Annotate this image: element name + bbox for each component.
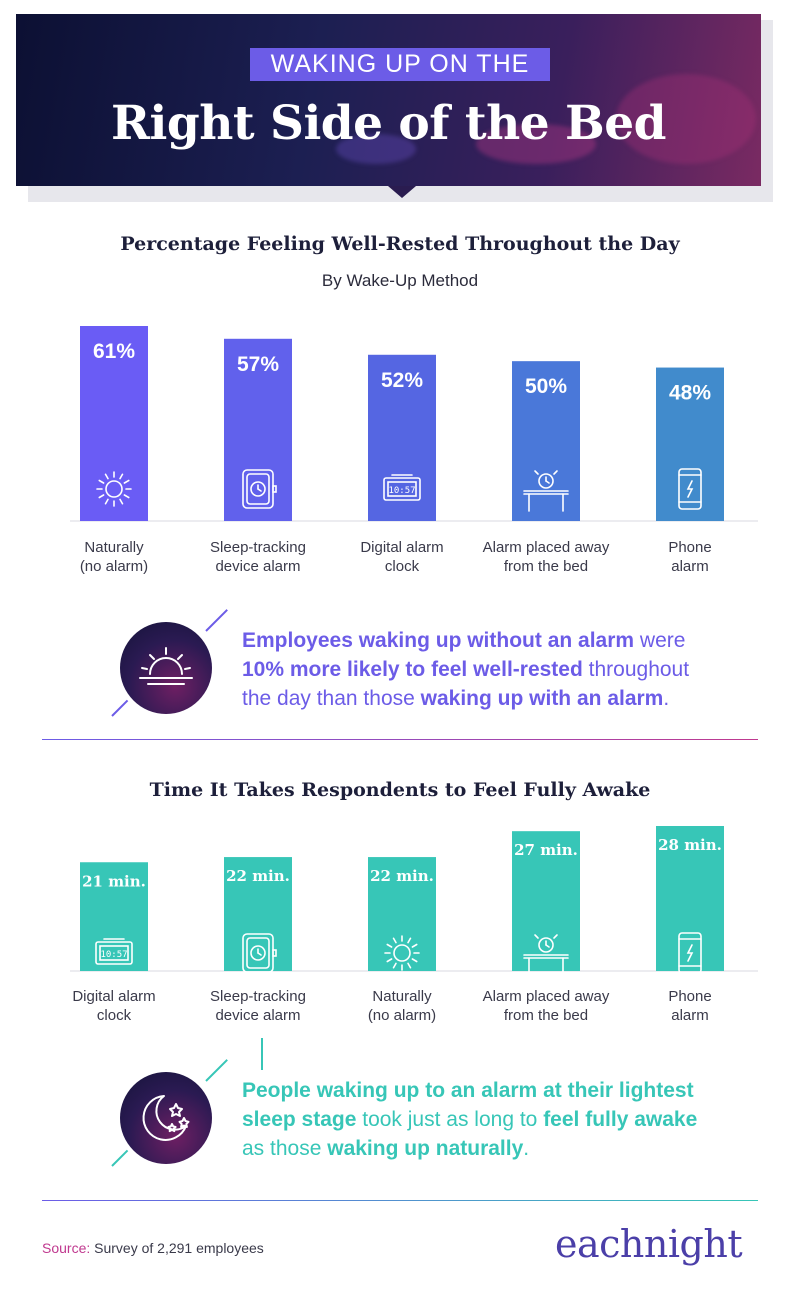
callout1-highlight: Employees waking up without an alarm: [242, 629, 635, 652]
bar: [656, 826, 724, 971]
callout2-highlight: People waking up to an alarm at their li…: [242, 1079, 694, 1131]
callout1-span: .: [663, 687, 670, 710]
bar-value-label: 27 min.: [514, 841, 578, 859]
bar-value-label: 50%: [525, 375, 567, 398]
bar-group: 21 min. 10:57: [80, 862, 148, 971]
alarm-table-icon: [523, 470, 569, 512]
bar: [512, 831, 580, 971]
callout2-pointer: [261, 1038, 263, 1070]
header-banner: [16, 14, 761, 186]
category-label: Digital alarm clock: [360, 539, 444, 575]
bar-group: 27 min.: [512, 831, 580, 976]
category-label: Sleep-tracking device alarm: [210, 988, 306, 1024]
category-label: Phone alarm: [668, 539, 712, 575]
phone-icon: [678, 468, 702, 510]
bar-value-label: 52%: [381, 369, 423, 392]
bar-value-label: 21 min.: [82, 872, 146, 890]
category-label: Alarm placed away from the bed: [482, 988, 610, 1024]
bar-value-label: 28 min.: [658, 836, 722, 854]
chart1-title: Percentage Feeling Well-Rested Throughou…: [120, 233, 680, 255]
bar-value-label: 22 min.: [226, 867, 290, 885]
callout1-span: were: [634, 629, 686, 652]
bar-group: 48%: [656, 367, 724, 521]
bar: [656, 367, 724, 521]
source-text: Survey of 2,291 employees: [90, 1240, 264, 1256]
chart2-plot: 21 min. 10:57 22 min. 22 min. 27 min. 28 min.: [70, 826, 758, 976]
header-kicker: WAKING UP ON THE: [250, 48, 550, 81]
sun-icon: [96, 471, 132, 507]
svg-text:10:57: 10:57: [388, 486, 415, 496]
bar-value-label: 57%: [237, 353, 279, 376]
callout2-highlight: waking up naturally: [327, 1137, 524, 1160]
category-label: Phone alarm: [668, 988, 712, 1024]
bar: [368, 857, 436, 971]
moon-badge: [120, 1072, 212, 1164]
moon-stars-icon: [142, 1095, 190, 1141]
bar-group: 28 min.: [656, 826, 724, 974]
digital-clock-icon: 10:57: [383, 474, 421, 501]
callout1-highlight: 10% more likely to feel well-rested: [242, 658, 583, 681]
callout1-text: Employees waking up without an alarm wer…: [242, 626, 712, 713]
source-note: Source: Survey of 2,291 employees: [42, 1240, 264, 1256]
watch-icon: [242, 469, 277, 509]
bar: [368, 354, 436, 521]
brand-logo: eachnight: [555, 1222, 743, 1266]
callout2-span: as those: [242, 1137, 328, 1160]
callout1-span: throughout the day than those: [242, 658, 690, 710]
bar-group: 22 min.: [368, 857, 436, 971]
source-label: Source:: [42, 1240, 91, 1256]
digital-clock-icon: 10:57: [95, 938, 133, 965]
category-label: Digital alarm clock: [72, 988, 156, 1024]
bar-group: 22 min.: [224, 857, 292, 973]
callout2-span: .: [523, 1137, 530, 1160]
callout2-text: People waking up to an alarm at their li…: [242, 1076, 712, 1163]
category-label: Sleep-tracking device alarm: [210, 539, 306, 575]
bar-value-label: 22 min.: [370, 867, 434, 885]
sunrise-icon: [139, 647, 193, 685]
bar: [80, 326, 148, 521]
category-label: Naturally (no alarm): [79, 539, 149, 575]
bar: [80, 862, 148, 971]
header-notch: [388, 186, 416, 198]
watch-icon: [242, 933, 277, 973]
alarm-table-icon: [523, 934, 569, 976]
bar-group: 61%: [80, 326, 148, 521]
callout1-highlight: waking up with an alarm: [420, 687, 664, 710]
svg-text:10:57: 10:57: [100, 950, 127, 960]
phone-icon: [678, 932, 702, 974]
bar: [224, 338, 292, 521]
chart1-plot: 61% 57% 52% 10:57 50% 48%: [70, 326, 758, 522]
header-title: Right Side of the Bed: [110, 96, 667, 151]
bar-group: 57%: [224, 338, 292, 521]
section-divider: [42, 1200, 758, 1201]
chart2-title: Time It Takes Respondents to Feel Fully …: [149, 779, 651, 801]
category-label: Alarm placed away from the bed: [482, 539, 610, 575]
bar-value-label: 61%: [93, 340, 135, 363]
bar-group: 50%: [512, 361, 580, 521]
bar-value-label: 48%: [669, 382, 711, 405]
callout2-highlight: feel fully awake: [543, 1108, 698, 1131]
callout2-span: took just as long to: [356, 1108, 544, 1131]
bar-group: 52% 10:57: [368, 354, 436, 521]
sunrise-badge: [120, 622, 212, 714]
sun-icon: [384, 935, 420, 971]
category-label: Naturally (no alarm): [367, 988, 437, 1024]
chart1-subtitle: By Wake-Up Method: [321, 271, 479, 290]
section-divider: [42, 739, 758, 740]
